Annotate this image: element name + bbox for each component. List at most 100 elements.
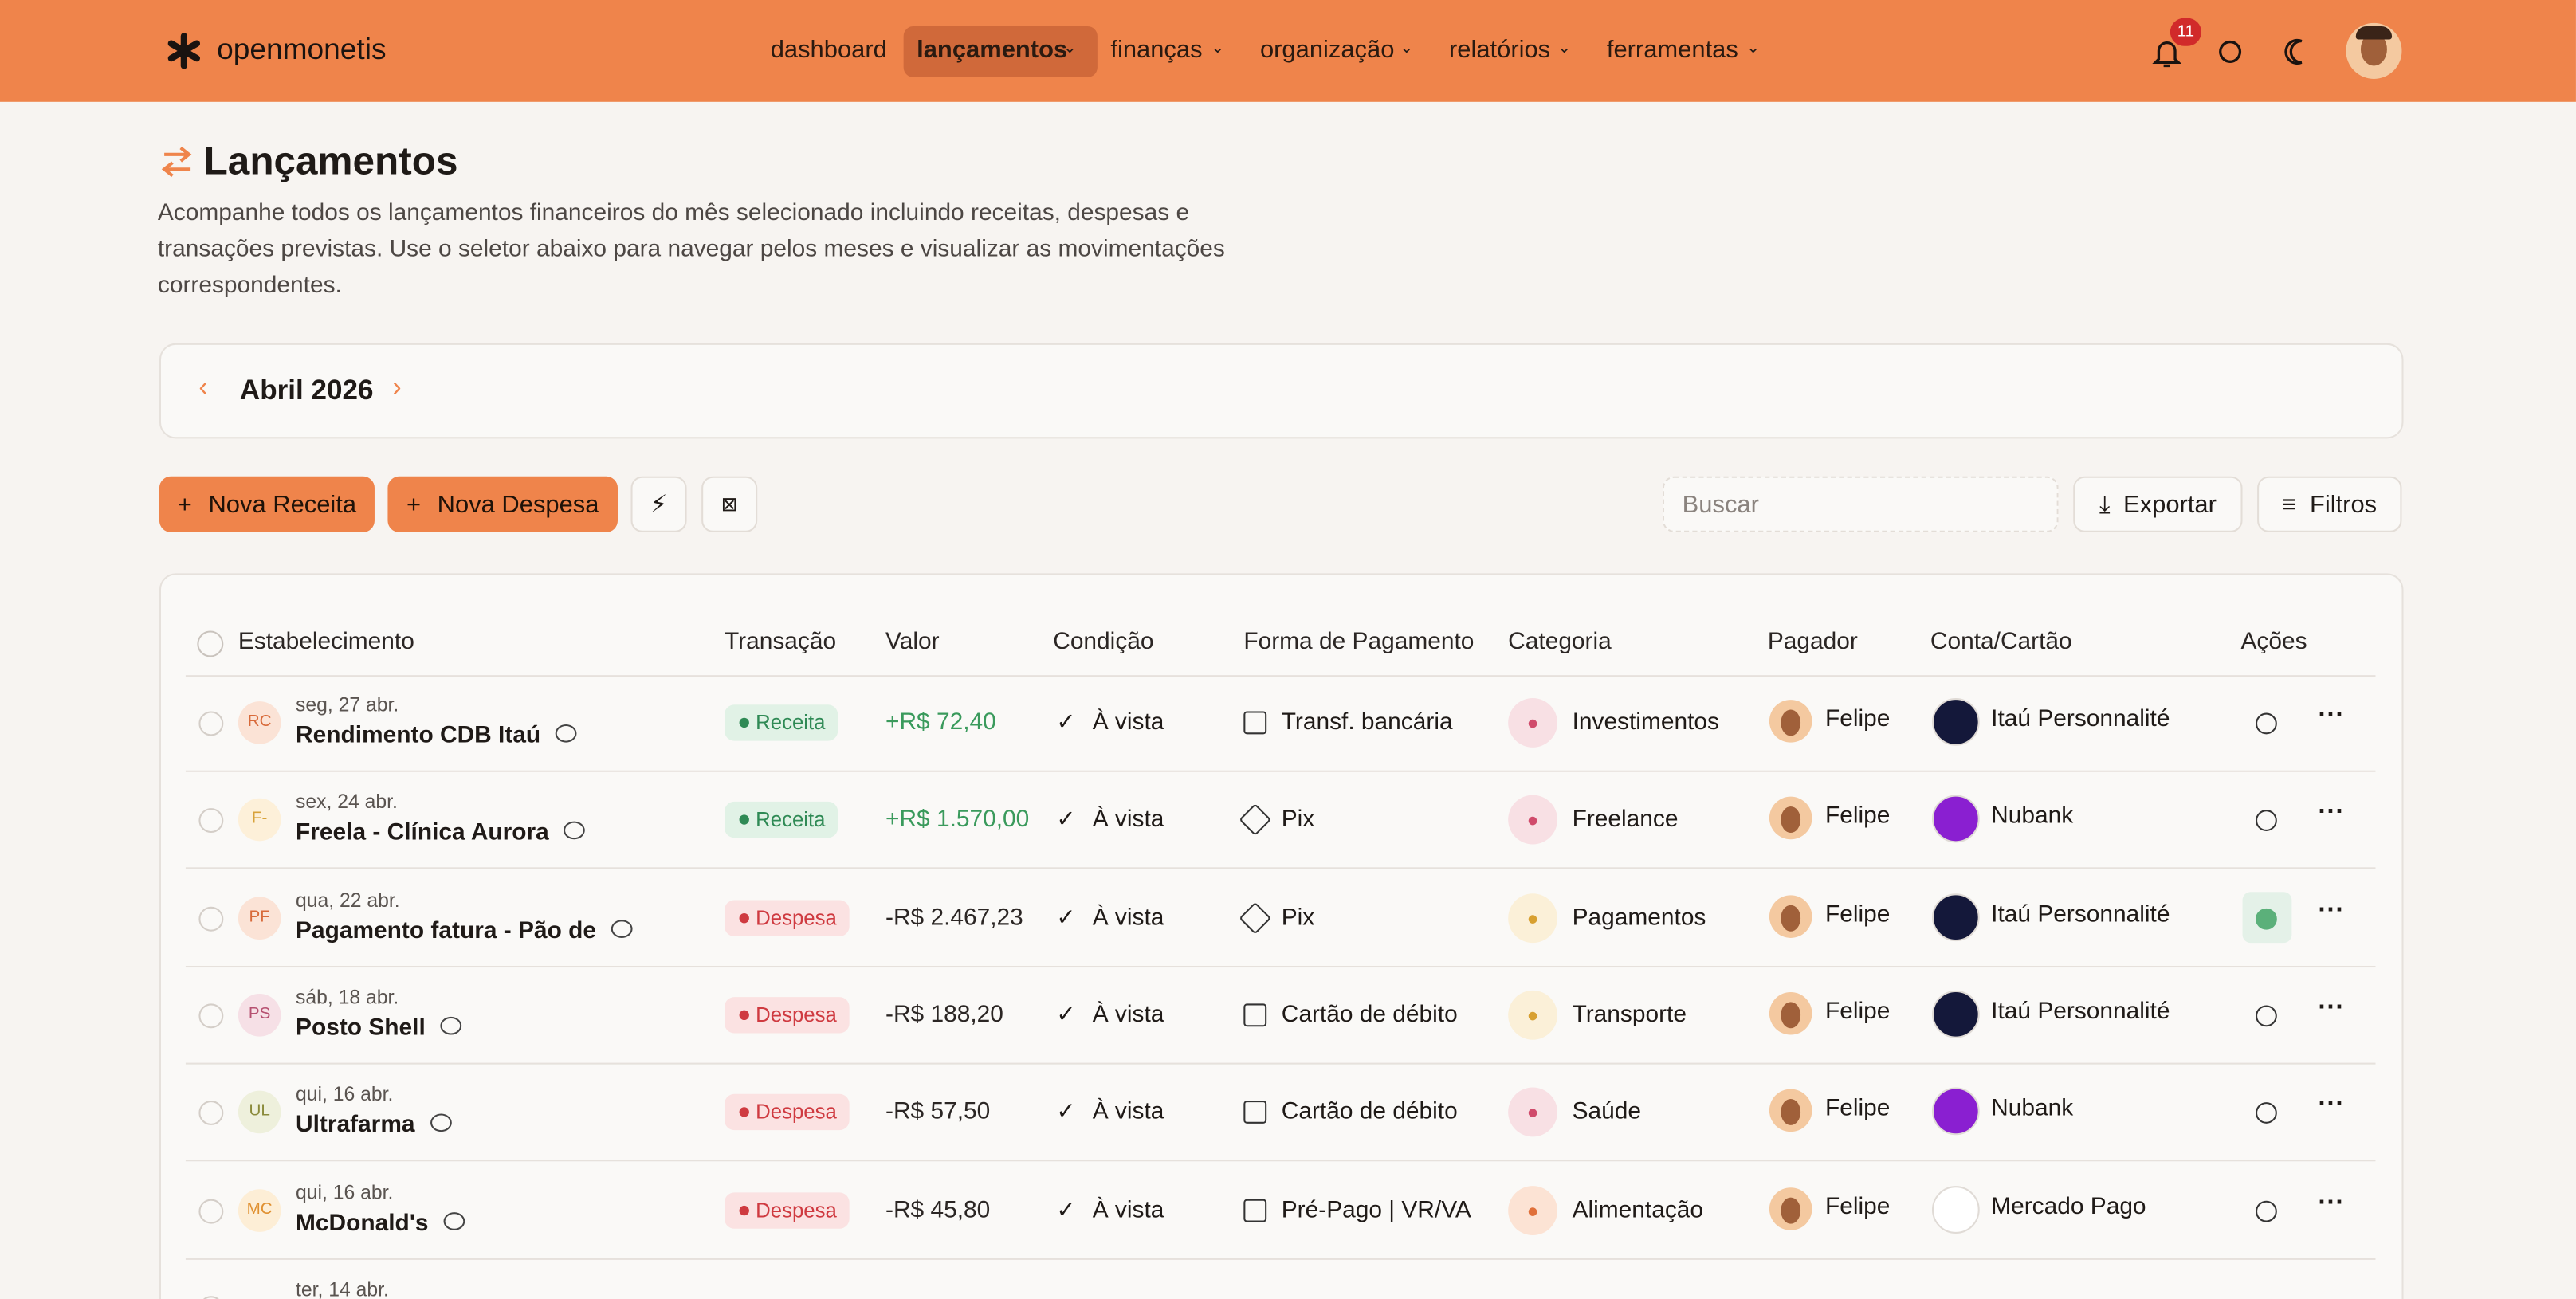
bell[interactable] (2152, 36, 2182, 69)
nav-item[interactable]: finanças (1110, 36, 1203, 65)
row-category: Transporte (1572, 1002, 1687, 1029)
comment-icon[interactable] (443, 1211, 465, 1230)
row-category: Freelance (1572, 806, 1679, 834)
face (1781, 709, 1801, 736)
status-toggle[interactable] (2256, 1102, 2277, 1124)
nav-item[interactable]: dashboard (770, 36, 887, 65)
row-payer: Felipe (1824, 1193, 1891, 1220)
initials-avatar: UL (238, 1091, 281, 1134)
label: Nova Despesa (437, 490, 599, 519)
comment-icon[interactable] (430, 1113, 451, 1132)
row-divider (185, 867, 2376, 869)
row-condition: À vista (1092, 1002, 1164, 1029)
row-name[interactable]: Ultrafarma (296, 1112, 415, 1139)
theme-toggle[interactable] (2282, 37, 2310, 65)
row-name[interactable]: Posto Shell (296, 1014, 426, 1042)
label: Exportar (2123, 490, 2217, 519)
row-checkbox[interactable] (198, 808, 224, 834)
brand[interactable]: openmonetis (217, 33, 387, 66)
initials-avatar: F- (238, 799, 281, 842)
payer-avatar (1769, 700, 1812, 743)
account-logo (1931, 990, 1980, 1038)
nav-item[interactable]: ferramentas (1606, 36, 1738, 65)
comment-icon[interactable] (611, 919, 633, 938)
next-month[interactable]: › (392, 374, 402, 402)
status-toggle[interactable] (2256, 712, 2277, 735)
label: Filtros (2309, 490, 2378, 519)
row-checkbox[interactable] (198, 905, 224, 931)
badge-dot (739, 1010, 749, 1020)
row-condition: À vista (1092, 709, 1164, 736)
row-checkbox[interactable] (198, 1101, 224, 1126)
row-value: +R$ 72,40 (885, 709, 996, 736)
new-income-button[interactable]: + Nova Receita (159, 476, 375, 532)
initials-avatar: PF (238, 896, 281, 940)
row-actions[interactable]: ··· (2318, 1091, 2345, 1120)
category-icon: ● (1508, 990, 1558, 1040)
nav-item[interactable]: lançamentos (917, 36, 1068, 65)
status-toggle[interactable] (2256, 1005, 2277, 1027)
initials-avatar: PS (238, 993, 281, 1037)
row-name[interactable]: McDonald's (296, 1210, 429, 1237)
row-value: +R$ 1.570,00 (885, 806, 1030, 834)
export-button[interactable]: ⤓ Exportar (2073, 476, 2243, 532)
type-badge: Despesa (724, 1191, 850, 1228)
select-all[interactable] (197, 630, 224, 657)
payer-avatar (1769, 1187, 1812, 1230)
nav-item[interactable]: relatórios (1448, 36, 1551, 65)
account-logo (1931, 795, 1980, 844)
nav-caret: ⌄ (1400, 39, 1414, 58)
row-checkbox[interactable] (198, 1198, 224, 1223)
filters-button[interactable]: ≡ Filtros (2257, 476, 2402, 532)
row-payment: Cartão de débito (1281, 1099, 1458, 1126)
payer-avatar (1769, 991, 1812, 1035)
row-checkbox[interactable] (198, 711, 224, 736)
row-name[interactable]: Pagamento fatura - Pão de (296, 917, 597, 944)
row-date: sex, 24 abr. (296, 791, 398, 814)
row-payer: Felipe (1824, 998, 1891, 1025)
row-name[interactable]: Freela - Clínica Aurora (296, 820, 549, 847)
row-actions[interactable]: ··· (2318, 993, 2345, 1022)
excel-button[interactable]: ⊠ (701, 476, 758, 532)
top-nav: openmonetis dashboard lançamentos ⌄ finança… (0, 0, 2576, 102)
comment-icon[interactable] (564, 822, 586, 840)
avatar[interactable] (2346, 22, 2402, 79)
notification-badge: 11 (2170, 18, 2202, 46)
comment-icon[interactable] (555, 724, 577, 743)
row-checkbox[interactable] (198, 1003, 224, 1029)
badge-dot (739, 1107, 749, 1118)
quick-button[interactable]: ⚡ (630, 476, 687, 532)
row-actions[interactable]: ··· (2318, 896, 2345, 924)
status-toggle[interactable] (2256, 908, 2277, 929)
category-icon: ● (1508, 1087, 1558, 1137)
row-value: -R$ 57,50 (885, 1099, 991, 1126)
status-toggle[interactable] (2256, 1199, 2277, 1222)
row-payment: Pix (1281, 806, 1315, 834)
prev-month[interactable]: ‹ (198, 374, 208, 402)
row-actions[interactable]: ··· (2318, 1188, 2345, 1217)
month-selector: ‹ Abril 2026 › (159, 343, 2404, 439)
category-icon: ● (1508, 1185, 1558, 1234)
search-input[interactable]: Buscar (1662, 476, 2059, 532)
category-icon: ● (1508, 698, 1558, 748)
row-account: Itaú Personnalité (1991, 901, 2170, 928)
row-value: -R$ 45,80 (885, 1196, 991, 1223)
column-header: Pagador (1767, 629, 1858, 656)
row-name[interactable]: Rendimento CDB Itaú (296, 722, 541, 749)
row-actions[interactable]: ··· (2318, 799, 2345, 827)
comment-icon[interactable] (440, 1016, 462, 1035)
brand-logo (167, 33, 201, 69)
row-payment: Transf. bancária (1281, 709, 1453, 736)
column-header: Forma de Pagamento (1243, 629, 1475, 656)
nav-item[interactable]: organização (1259, 36, 1395, 65)
status-toggle[interactable] (2256, 810, 2277, 832)
row-actions[interactable]: ··· (2318, 701, 2345, 730)
column-header: Estabelecimento (238, 629, 414, 656)
column-header: Transação (724, 629, 837, 656)
face (1781, 1002, 1801, 1029)
new-expense-button[interactable]: + Nova Despesa (387, 476, 618, 532)
initials-avatar: RC (238, 701, 281, 744)
column-header: Valor (885, 629, 940, 656)
sync-button[interactable] (2217, 37, 2244, 65)
